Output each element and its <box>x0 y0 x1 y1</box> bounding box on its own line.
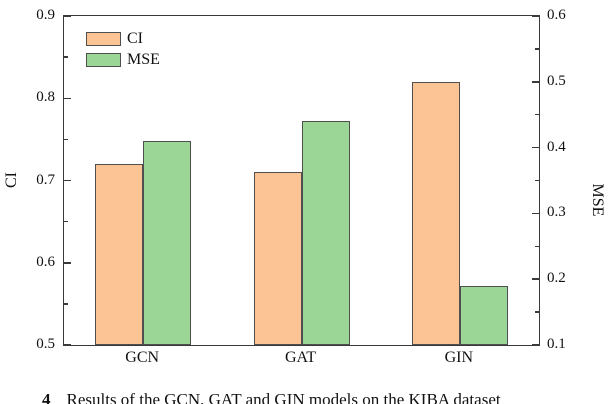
minor-tick-right <box>535 245 539 248</box>
tick-label-right-axis: 0.5 <box>547 72 566 89</box>
minor-tick-left <box>64 138 68 141</box>
minor-tick-right <box>535 179 539 182</box>
legend-label-ci: CI <box>127 30 143 47</box>
figure-caption: 4 Results of the GCN, GAT and GIN models … <box>42 389 616 404</box>
plot-area: CI MSE <box>63 15 540 346</box>
category-label-gin: GIN <box>444 349 474 366</box>
tick-label-left-axis: 0.7 <box>36 171 55 188</box>
tick-label-left-axis: 0.5 <box>36 336 55 352</box>
major-tick-left <box>64 179 71 182</box>
right-axis-title: MSE <box>589 183 606 216</box>
major-tick-left <box>64 344 71 346</box>
minor-tick-left <box>64 303 68 305</box>
tick-label-right-axis: 0.1 <box>547 336 566 352</box>
bar-mse-gin <box>459 285 508 345</box>
tick-label-right-axis: 0.4 <box>547 138 566 155</box>
tick-label-right-axis: 0.2 <box>547 270 566 287</box>
major-tick-right <box>532 344 539 346</box>
minor-tick-right <box>535 48 539 50</box>
caption-text: Results of the GCN, GAT and GIN models o… <box>66 390 501 404</box>
major-tick-left <box>64 262 71 264</box>
tick-label-right-axis: 0.3 <box>547 204 566 221</box>
minor-tick-right <box>535 311 539 313</box>
major-tick-right <box>532 278 539 280</box>
bar-ci-gcn <box>95 164 144 345</box>
bar-ci-gat <box>253 172 302 345</box>
bar-ci-gin <box>411 81 460 345</box>
major-tick-right <box>532 81 539 83</box>
tick-label-left-axis: 0.9 <box>36 7 55 23</box>
major-tick-left <box>64 97 71 99</box>
legend-swatch-mse <box>86 53 121 67</box>
minor-tick-left <box>64 220 68 223</box>
minor-tick-left <box>64 56 68 58</box>
tick-label-left-axis: 0.6 <box>36 253 55 270</box>
category-label-gcn: GCN <box>125 349 160 366</box>
legend-label-mse: MSE <box>127 51 160 68</box>
category-label-gat: GAT <box>284 349 317 366</box>
tick-label-right-axis: 0.6 <box>547 7 566 23</box>
bar-mse-gat <box>301 121 350 345</box>
major-tick-left <box>64 15 71 17</box>
major-tick-right <box>532 15 539 17</box>
minor-tick-right <box>535 113 539 116</box>
bar-mse-gcn <box>143 141 192 345</box>
caption-number: 4 <box>42 390 51 404</box>
major-tick-right <box>532 146 539 149</box>
major-tick-right <box>532 212 539 215</box>
legend-swatch-ci <box>86 32 121 46</box>
tick-label-left-axis: 0.8 <box>36 89 55 106</box>
